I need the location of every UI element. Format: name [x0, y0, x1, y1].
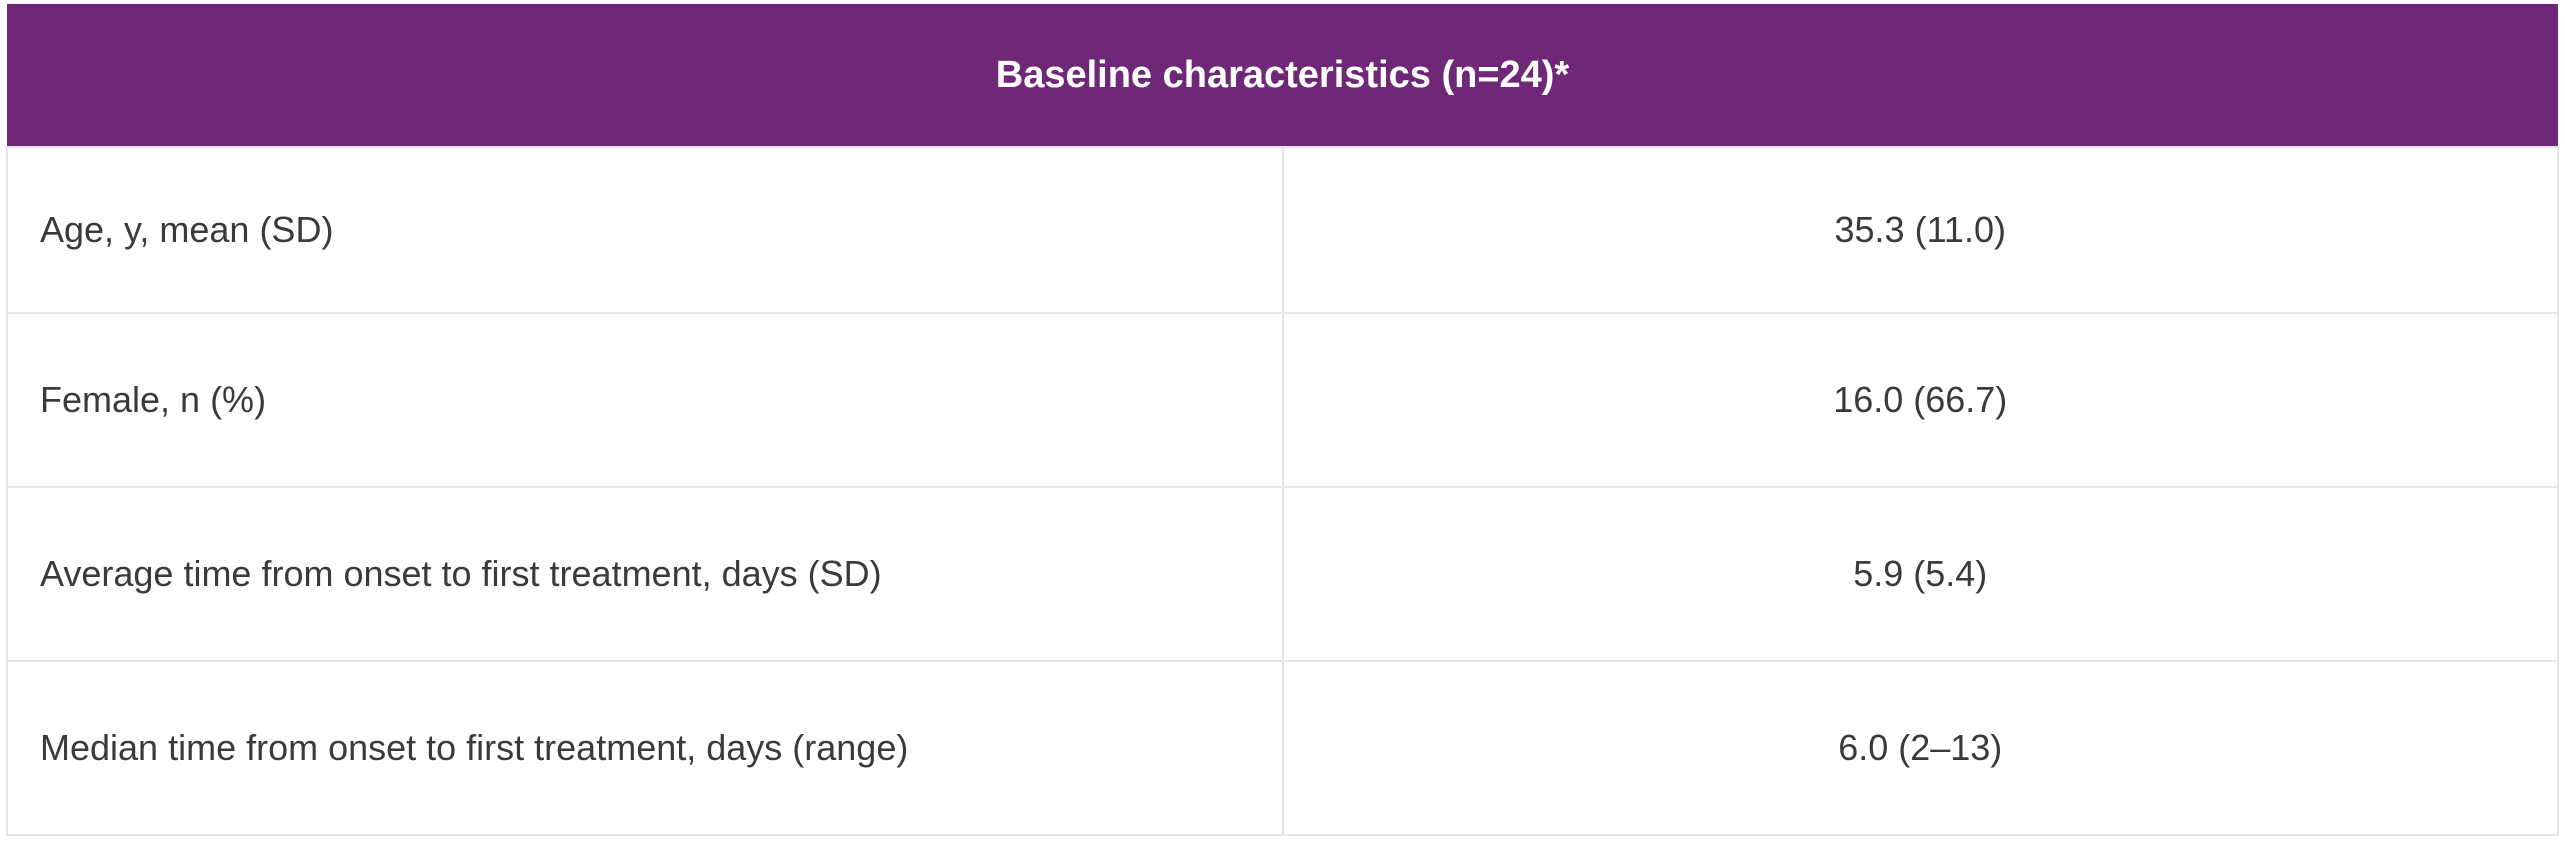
table-row: Average time from onset to first treatme…	[6, 486, 2559, 662]
row-label: Age, y, mean (SD)	[6, 146, 1284, 314]
table-title: Baseline characteristics (n=24)*	[7, 4, 2558, 147]
row-value: 35.3 (11.0)	[1281, 146, 2559, 314]
table-body: Age, y, mean (SD) 35.3 (11.0) Female, n (%…	[6, 146, 2559, 836]
row-value: 16.0 (66.7)	[1281, 312, 2559, 488]
header-row: Baseline characteristics (n=24)*	[7, 4, 2558, 147]
row-label: Median time from onset to first treatmen…	[6, 660, 1284, 836]
table-row: Female, n (%) 16.0 (66.7)	[6, 312, 2559, 488]
row-label: Female, n (%)	[6, 312, 1284, 488]
table-row: Age, y, mean (SD) 35.3 (11.0)	[6, 146, 2559, 314]
table-row: Median time from onset to first treatmen…	[6, 660, 2559, 836]
row-value: 5.9 (5.4)	[1281, 486, 2559, 662]
row-label: Average time from onset to first treatme…	[6, 486, 1284, 662]
characteristics-table: Baseline characteristics (n=24)* Age, y,…	[6, 4, 2559, 836]
row-value: 6.0 (2–13)	[1281, 660, 2559, 836]
